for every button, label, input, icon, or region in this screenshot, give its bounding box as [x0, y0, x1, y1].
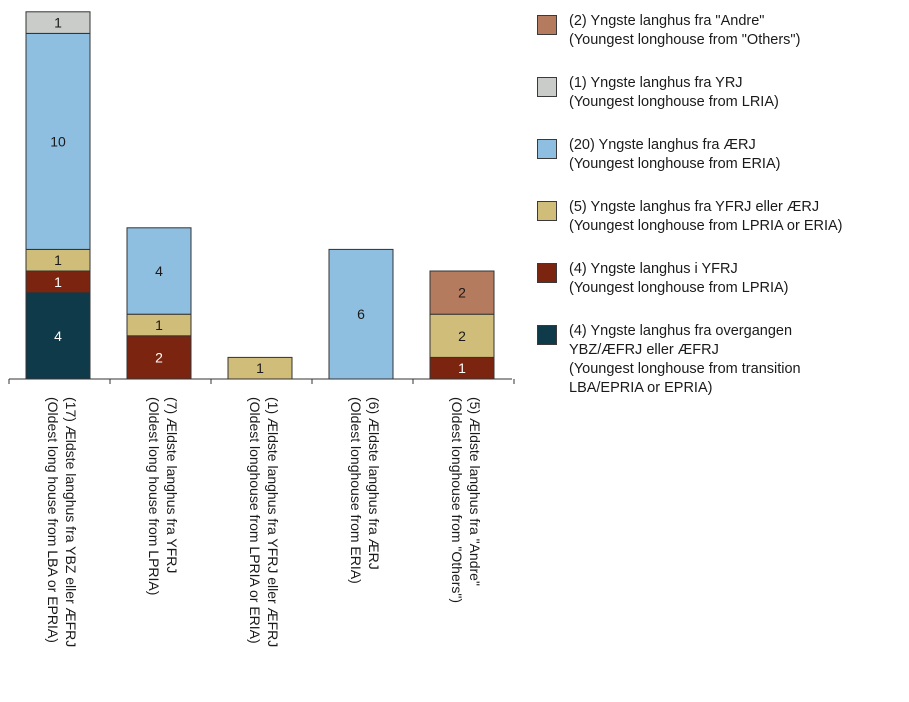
bars-layer: 4 1 1 10 1 2 1 4 1 6 1 2 2 [25, 11, 495, 380]
bar-value-label: 4 [54, 328, 62, 344]
bar-value-label: 1 [54, 15, 62, 31]
legend-swatch [537, 139, 557, 159]
bar-value-label: 1 [54, 274, 62, 290]
legend-label: (1) Yngste langhus fra YRJ (Youngest lon… [569, 75, 779, 110]
bar-segment-c4-s5 [429, 270, 495, 315]
category-labels: (17) Ældste langhus fra YBZ eller ÆFRJ(O… [45, 397, 483, 647]
legend-swatch [537, 263, 557, 283]
category-label: (1) Ældste langhus fra YFRJ eller ÆFRJ(O… [247, 397, 281, 647]
bar-value-label: 1 [155, 317, 163, 333]
category-label: (6) Ældste langhus fra ÆRJ(Oldest longho… [348, 397, 382, 584]
bar-segment-c0-s0 [25, 292, 91, 380]
category-label: (17) Ældste langhus fra YBZ eller ÆFRJ(O… [45, 397, 79, 647]
bar-value-label: 1 [54, 252, 62, 268]
category-label: (5) Ældste langhus fra "Andre"(Oldest lo… [449, 397, 483, 603]
bar-value-label: 2 [155, 349, 163, 365]
bar-value-label: 2 [458, 328, 466, 344]
bar-value-label: 2 [458, 285, 466, 301]
legend-swatch [537, 325, 557, 345]
legend-swatch [537, 77, 557, 97]
bar-value-label: 6 [357, 306, 365, 322]
bar-value-label: 4 [155, 263, 163, 279]
bar-value-label: 10 [50, 133, 66, 149]
bar-segment-c4-s2 [429, 313, 495, 358]
legend-swatch [537, 15, 557, 35]
legend-label: (4) Yngste langhus fra overgangen YBZ/ÆF… [569, 323, 801, 396]
bar-segment-c0-s4 [25, 11, 91, 34]
legend-label: (20) Yngste langhus fra ÆRJ (Youngest lo… [569, 137, 781, 172]
bar-value-label: 1 [256, 360, 264, 376]
category-label: (7) Ældste langhus fra YFRJ(Oldest long … [146, 397, 180, 595]
bar-value-label: 1 [458, 360, 466, 376]
legend-label: (5) Yngste langhus fra YFRJ eller ÆRJ (Y… [569, 199, 843, 234]
bar-segment-c0-s3 [25, 32, 91, 250]
legend-label: (4) Yngste langhus i YFRJ (Youngest long… [569, 261, 789, 296]
bar-segment-c1-s3 [126, 227, 192, 315]
legend-label: (2) Yngste langhus fra "Andre" (Youngest… [569, 13, 801, 48]
legend-swatch [537, 201, 557, 221]
x-axis [8, 378, 515, 384]
